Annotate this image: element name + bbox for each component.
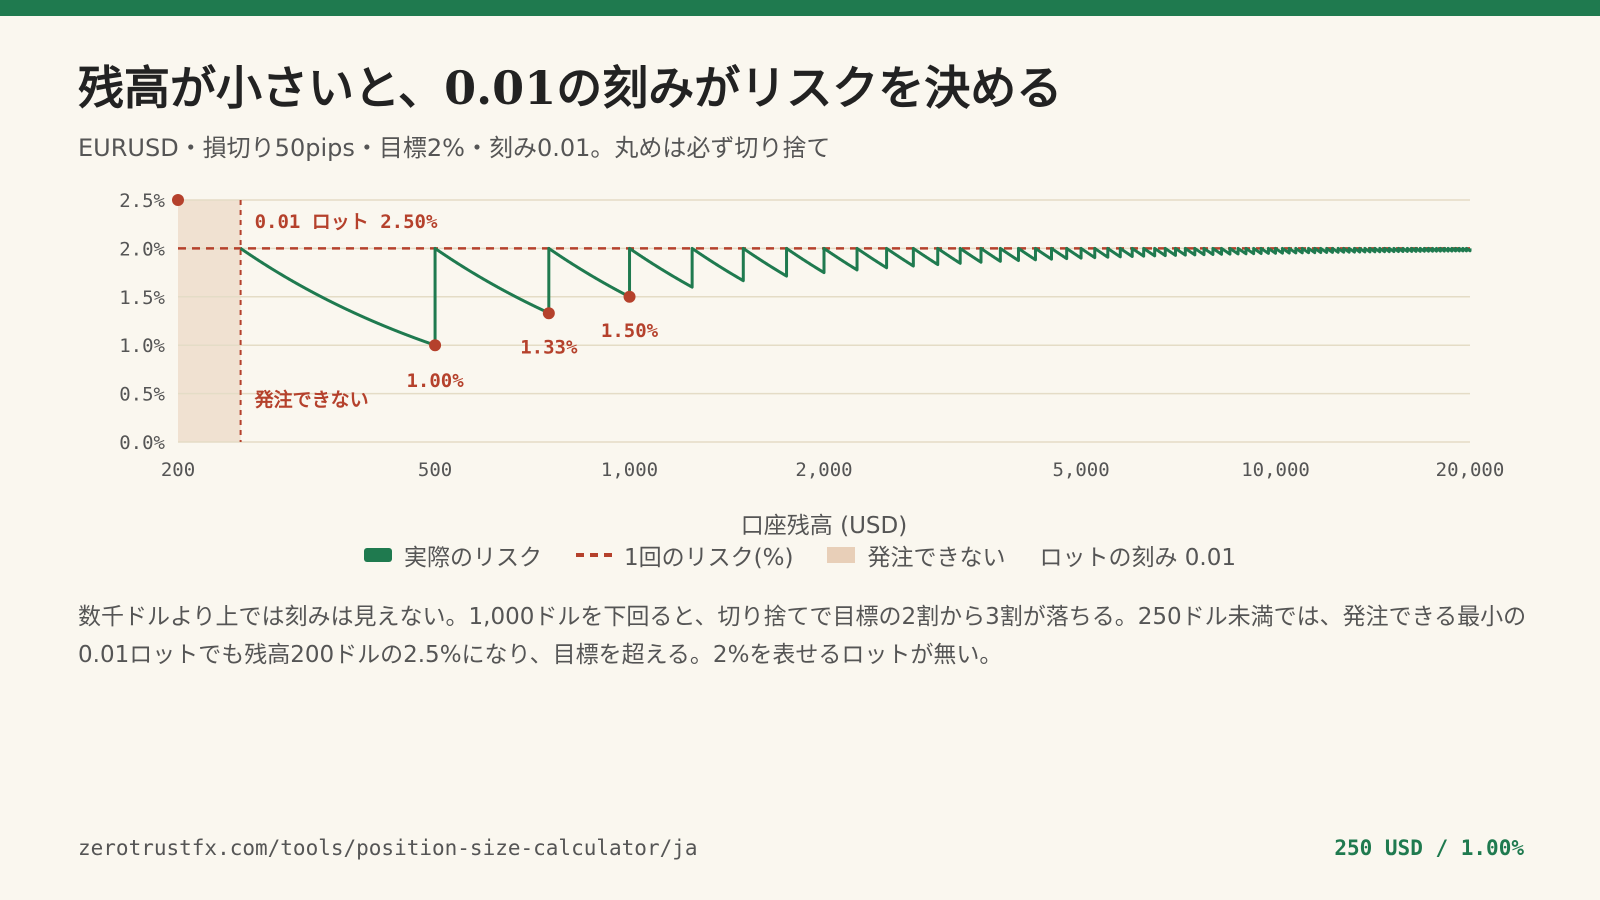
- blocked-region: [178, 200, 241, 442]
- legend-swatch-blocked: [827, 547, 856, 563]
- highlight-point: [542, 307, 555, 320]
- x-tick-label: 5,000: [1052, 459, 1109, 481]
- min-lot-annotation: 0.01 ロット 2.50%: [255, 211, 438, 233]
- legend-item-target: 1回のリスク(%): [576, 538, 793, 572]
- page-title: 残高が小さいと、0.01の刻みがリスクを決める: [78, 61, 1063, 115]
- top-accent-bar: [0, 0, 1600, 16]
- legend-label-blocked: 発注できない: [867, 545, 1006, 571]
- risk-chart: 0.0% 0.5% 1.0% 1.5% 2.0% 2.5% 200 500 1,000 2,000…: [119, 190, 1505, 539]
- legend-item-step: ロットの刻み 0.01: [1039, 538, 1236, 572]
- legend-swatch-actual: [364, 548, 393, 562]
- y-tick-label: 0.0%: [119, 432, 165, 454]
- x-tick-label: 20,000: [1436, 459, 1505, 481]
- actual-risk-line: [239, 246, 1472, 347]
- y-tick-label: 1.5%: [119, 287, 165, 309]
- legend-label-step: ロットの刻み 0.01: [1039, 545, 1236, 571]
- y-tick-label: 2.5%: [119, 190, 165, 212]
- description-text: 数千ドルより上では刻みは見えない。1,000ドルを下回ると、切り捨てで目標の2割…: [78, 604, 1527, 668]
- blocked-annotation: 発注できない: [254, 388, 369, 411]
- x-tick-label: 500: [418, 459, 452, 481]
- point-label: 1.50%: [601, 320, 659, 342]
- footer-stat: 250 USD / 1.00%: [1334, 836, 1524, 860]
- x-axis-label: 口座残高 (USD): [741, 513, 907, 539]
- x-tick-label: 10,000: [1241, 459, 1310, 481]
- page-subtitle: EURUSD・損切り50pips・目標2%・刻み0.01。丸めは必ず切り捨て: [78, 134, 831, 162]
- y-tick-label: 0.5%: [119, 384, 165, 406]
- chart-legend: 実際のリスク 1回のリスク(%) 発注できない ロットの刻み 0.01: [0, 538, 1600, 572]
- x-tick-label: 2,000: [795, 459, 852, 481]
- legend-item-actual: 実際のリスク: [364, 538, 542, 572]
- x-tick-label: 200: [161, 459, 195, 481]
- legend-label-target: 1回のリスク(%): [624, 545, 794, 571]
- point-label: 1.33%: [520, 336, 578, 358]
- highlight-point: [429, 339, 442, 352]
- legend-swatch-target: [576, 553, 613, 557]
- highlight-point: [172, 194, 184, 206]
- legend-item-blocked: 発注できない: [827, 538, 1005, 572]
- footer-url: zerotrustfx.com/tools/position-size-calc…: [78, 836, 698, 860]
- x-tick-label: 1,000: [601, 459, 658, 481]
- y-tick-label: 1.0%: [119, 335, 165, 357]
- legend-label-actual: 実際のリスク: [404, 545, 543, 571]
- highlight-point: [623, 290, 636, 303]
- point-label: 1.00%: [406, 370, 464, 392]
- y-tick-label: 2.0%: [119, 238, 165, 260]
